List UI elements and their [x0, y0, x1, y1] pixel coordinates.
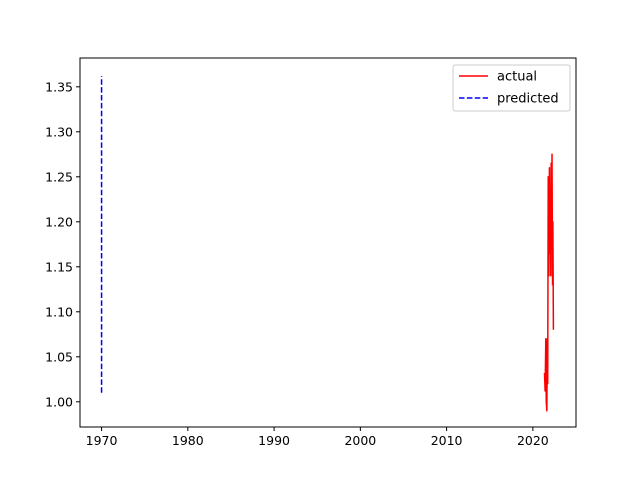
series-line-actual: [543, 153, 555, 412]
y-tick-label: 1.05: [45, 349, 73, 364]
x-axis: 1970 1980 1990 2000 2010 2020: [86, 427, 549, 448]
y-tick-label: 1.10: [45, 304, 73, 319]
x-tick-label: 1980: [172, 433, 204, 448]
x-tick-label: 1970: [86, 433, 118, 448]
y-tick-label: 1.15: [45, 259, 73, 274]
legend-label-predicted: predicted: [497, 92, 559, 107]
x-tick-label: 2020: [517, 433, 549, 448]
axes-frame: [79, 57, 577, 428]
x-tick-label: 1990: [258, 433, 290, 448]
y-tick-label: 1.25: [45, 169, 73, 184]
legend-label-actual: actual: [497, 70, 537, 85]
y-tick-label: 1.20: [45, 214, 73, 229]
y-tick-label: 1.30: [45, 124, 73, 139]
legend: actual predicted: [452, 64, 571, 112]
y-tick-label: 1.00: [45, 394, 73, 409]
y-axis: 1.00 1.05 1.10 1.15 1.20 1.25 1.30 1.35: [45, 79, 80, 409]
x-tick-label: 2000: [344, 433, 376, 448]
y-tick-label: 1.35: [45, 79, 73, 94]
x-tick-label: 2010: [431, 433, 463, 448]
plot-lines: [100, 76, 555, 412]
